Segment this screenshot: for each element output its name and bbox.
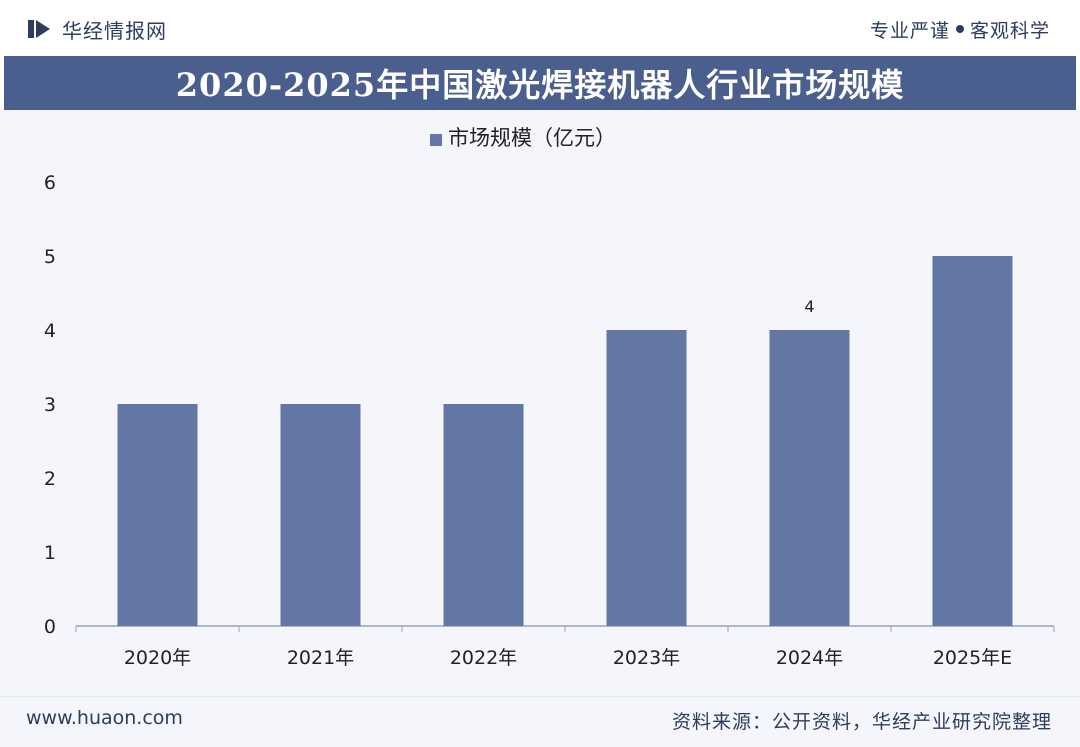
bar <box>280 404 361 626</box>
bar-chart: 市场规模（亿元） 0 1 2 3 4 5 6 2020年 2021年 2022年 2023年 2024年… <box>44 126 1055 669</box>
legend-label: 市场规模（亿元） <box>448 126 616 150</box>
brand-name: 华经情报网 <box>62 18 167 43</box>
x-tick-label: 2023年 <box>613 647 680 669</box>
slogan-left: 专业严谨 <box>869 19 950 42</box>
bar <box>932 256 1013 626</box>
brand-logo-icon <box>28 20 50 38</box>
bar <box>443 404 524 626</box>
x-tick-label: 2020年 <box>124 647 191 669</box>
legend-swatch <box>430 134 442 146</box>
x-tick-label: 2025年E <box>933 647 1012 669</box>
x-tick-label: 2024年 <box>776 647 843 669</box>
footer-website: www.huaon.com <box>26 707 183 729</box>
y-tick-label: 1 <box>44 542 56 564</box>
footer-source: 资料来源：公开资料，华经产业研究院整理 <box>671 711 1052 733</box>
slogan: 专业严谨 客观科学 <box>870 14 1050 44</box>
footer: www.huaon.com 资料来源：公开资料，华经产业研究院整理 <box>0 696 1080 747</box>
y-tick-label: 6 <box>44 172 56 194</box>
y-tick-label: 4 <box>44 320 56 342</box>
y-tick-label: 2 <box>44 468 56 490</box>
data-label: 4 <box>804 297 814 316</box>
bar <box>606 330 687 626</box>
bar <box>769 330 850 626</box>
title-band: 2020-2025年中国激光焊接机器人行业市场规模 <box>4 56 1076 110</box>
x-tick-label: 2021年 <box>287 647 354 669</box>
slogan-right: 客观科学 <box>969 19 1050 42</box>
x-tick-label: 2022年 <box>450 647 517 669</box>
top-bar: 华经情报网 专业严谨 客观科学 <box>0 0 1080 56</box>
y-tick-label: 0 <box>44 616 56 638</box>
chart-area: 市场规模（亿元） 0 1 2 3 4 5 6 2020年 2021年 2022年 2023年 2024年… <box>0 110 1080 696</box>
brand: 华经情报网 <box>26 14 167 44</box>
bar <box>117 404 198 626</box>
y-tick-label: 3 <box>44 394 56 416</box>
chart-title: 2020-2025年中国激光焊接机器人行业市场规模 <box>175 66 905 104</box>
slogan-dot <box>955 25 964 33</box>
y-tick-label: 5 <box>44 246 56 268</box>
